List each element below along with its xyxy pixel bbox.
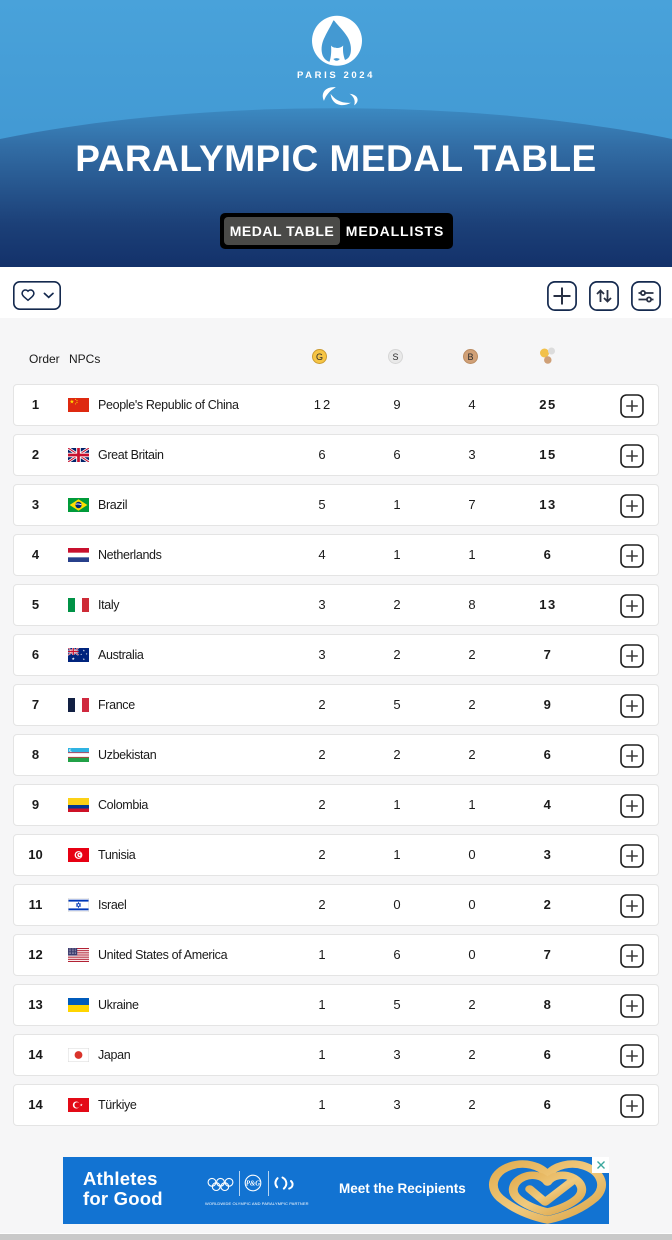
svg-text:P&G: P&G [246, 1180, 260, 1187]
